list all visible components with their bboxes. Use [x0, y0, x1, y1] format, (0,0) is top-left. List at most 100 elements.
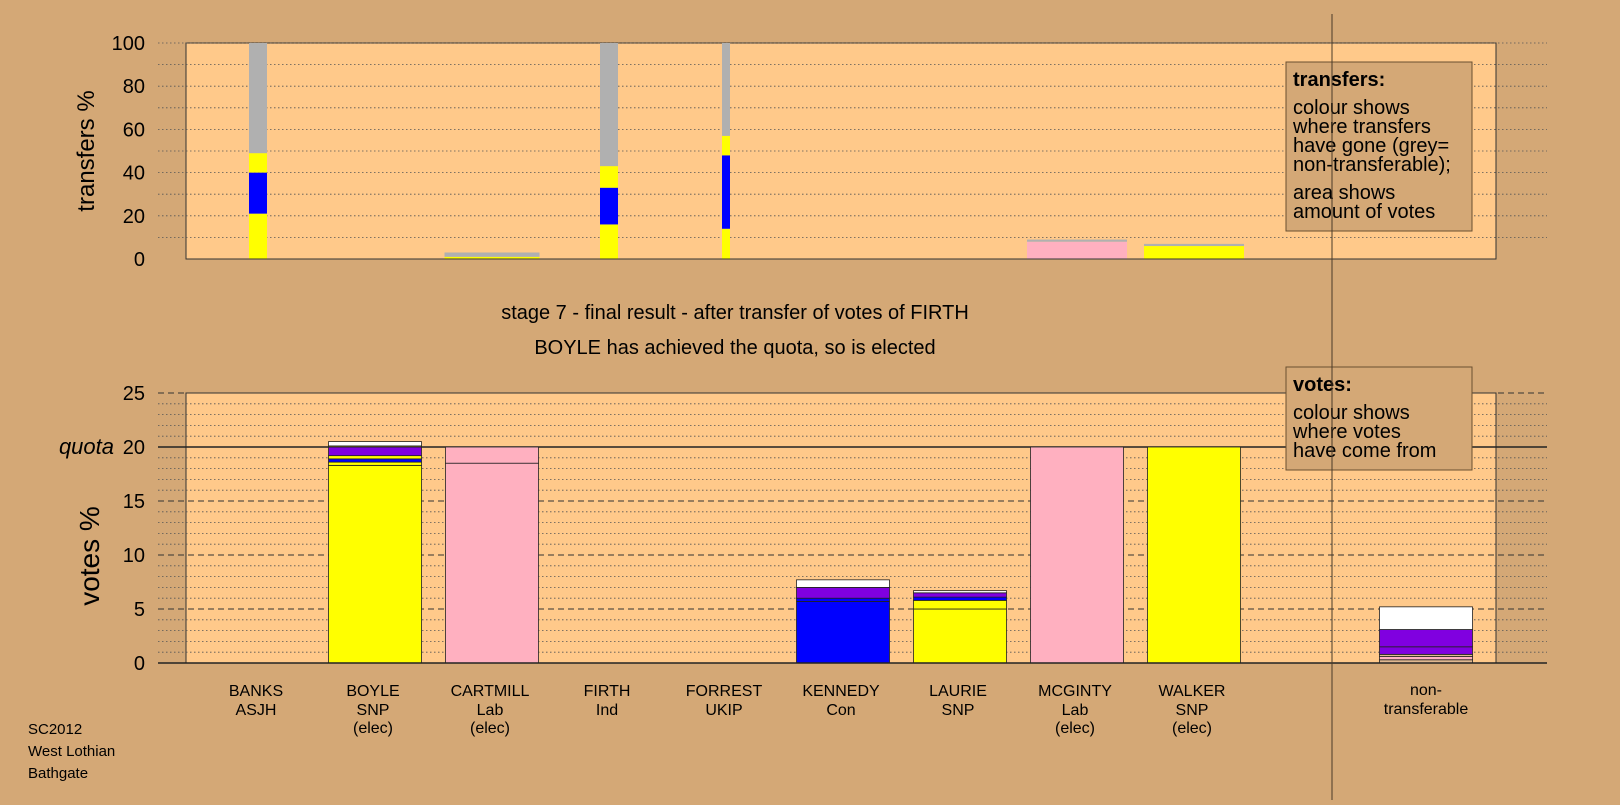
- transfers-y-tick-label: 20: [123, 206, 145, 228]
- candidate-party-label: Con: [826, 702, 855, 719]
- transfer-segment: [600, 224, 618, 259]
- transfer-segment: [1027, 239, 1127, 242]
- votes-y-tick-label: 25: [123, 383, 145, 405]
- votes-y-tick-label: 10: [123, 545, 145, 567]
- transfer-segment: [249, 153, 267, 173]
- vote-segment: [913, 592, 1007, 598]
- transfers-legend-text: colour shows: [1293, 97, 1410, 119]
- candidate-status-label: (elec): [470, 720, 510, 737]
- votes-legend-text: where votes: [1292, 421, 1401, 443]
- transfer-segment: [722, 135, 730, 156]
- votes-y-tick-label: 0: [134, 653, 145, 675]
- transfers-legend-title: transfers:: [1293, 69, 1385, 91]
- vote-segment: [1379, 656, 1473, 661]
- transfer-segment: [444, 252, 540, 257]
- vote-segment: [796, 587, 890, 599]
- transfer-segment: [249, 213, 267, 259]
- candidate-party-label: SNP: [1176, 702, 1209, 719]
- candidate-name-label: KENNEDY: [802, 683, 880, 700]
- candidate-name-label: MCGINTY: [1038, 683, 1112, 700]
- vote-segment: [1379, 629, 1473, 648]
- candidate-name-label: LAURIE: [929, 683, 987, 700]
- vote-segment: [328, 455, 422, 460]
- candidate-name-label: BOYLE: [346, 683, 399, 700]
- transfer-segment: [600, 187, 618, 225]
- votes-legend-title: votes:: [1293, 374, 1352, 396]
- transfer-segment: [722, 228, 730, 259]
- transfer-segment: [444, 256, 540, 259]
- transfer-segment: [249, 43, 267, 154]
- transfers-y-tick-label: 60: [123, 119, 145, 141]
- votes-y-axis-label: votes %: [74, 506, 105, 606]
- vote-segment: [1379, 606, 1473, 630]
- candidate-status-label: (elec): [1055, 720, 1095, 737]
- transfers-legend-text: non-transferable);: [1293, 154, 1451, 176]
- votes-legend: [1285, 366, 1473, 471]
- vote-segment: [328, 461, 422, 466]
- transfer-segment: [600, 43, 618, 167]
- vote-segment: [328, 446, 422, 457]
- candidate-status-label: (elec): [353, 720, 393, 737]
- transfers-y-tick-label: 100: [112, 33, 145, 55]
- vote-segment: [913, 590, 1007, 594]
- candidate-name-label: WALKER: [1159, 683, 1226, 700]
- vote-segment: [328, 464, 422, 664]
- quota-label: quota: [59, 434, 114, 459]
- candidate-party-label: ASJH: [236, 702, 277, 719]
- votes-legend-text: have come from: [1293, 440, 1436, 462]
- transfers-legend-text: where transfers: [1292, 116, 1431, 138]
- votes-legend-text: colour shows: [1293, 402, 1410, 424]
- vote-segment: [445, 462, 539, 664]
- footer-text: Bathgate: [28, 765, 88, 782]
- transfers-y-tick-label: 80: [123, 76, 145, 98]
- candidate-status-label: (elec): [1172, 720, 1212, 737]
- vote-segment: [796, 597, 890, 602]
- vote-segment: [913, 596, 1007, 601]
- candidate-party-label: Ind: [596, 702, 618, 719]
- nontransferable-label: transferable: [1384, 701, 1469, 718]
- vote-segment: [328, 441, 422, 447]
- footer-text: SC2012: [28, 721, 82, 738]
- transfers-legend: [1285, 61, 1473, 232]
- candidate-party-label: Lab: [1062, 702, 1089, 719]
- transfer-segment: [249, 172, 267, 214]
- votes-y-tick-label: 20: [123, 437, 145, 459]
- transfer-segment: [722, 43, 730, 136]
- candidate-name-label: CARTMILL: [451, 683, 530, 700]
- vote-segment: [913, 608, 1007, 664]
- votes-y-tick-label: 15: [123, 491, 145, 513]
- transfers-y-tick-label: 40: [123, 163, 145, 185]
- transfers-legend-text: area shows: [1293, 182, 1395, 204]
- vote-segment: [1379, 646, 1473, 655]
- vote-segment: [796, 579, 890, 588]
- transfers-y-tick-label: 0: [134, 249, 145, 271]
- vote-segment: [445, 446, 539, 464]
- candidate-party-label: Lab: [477, 702, 504, 719]
- transfer-segment: [1144, 243, 1244, 247]
- candidate-name-label: FORREST: [686, 683, 763, 700]
- transfer-segment: [1027, 241, 1127, 259]
- candidate-party-label: SNP: [357, 702, 390, 719]
- transfers-legend-text: amount of votes: [1293, 201, 1435, 223]
- transfers-plot-area: [185, 42, 1497, 260]
- candidate-name-label: BANKS: [229, 683, 283, 700]
- transfers-y-axis-label: transfers %: [73, 90, 100, 211]
- candidate-name-label: FIRTH: [584, 683, 631, 700]
- footer-text: West Lothian: [28, 743, 115, 760]
- stage-title: stage 7 - final result - after transfer …: [501, 302, 969, 324]
- transfer-segment: [600, 166, 618, 188]
- vote-segment: [328, 458, 422, 463]
- stage-subtitle: BOYLE has achieved the quota, so is elec…: [534, 337, 935, 359]
- vote-segment: [1030, 446, 1124, 664]
- vote-segment: [1147, 446, 1241, 664]
- candidate-party-label: SNP: [942, 702, 975, 719]
- vote-segment: [796, 601, 890, 664]
- transfer-segment: [722, 155, 730, 229]
- candidate-party-label: UKIP: [705, 702, 742, 719]
- nontransferable-label: non-: [1410, 682, 1442, 699]
- transfer-segment: [1144, 246, 1244, 259]
- votes-y-tick-label: 5: [134, 599, 145, 621]
- vote-segment: [913, 599, 1007, 610]
